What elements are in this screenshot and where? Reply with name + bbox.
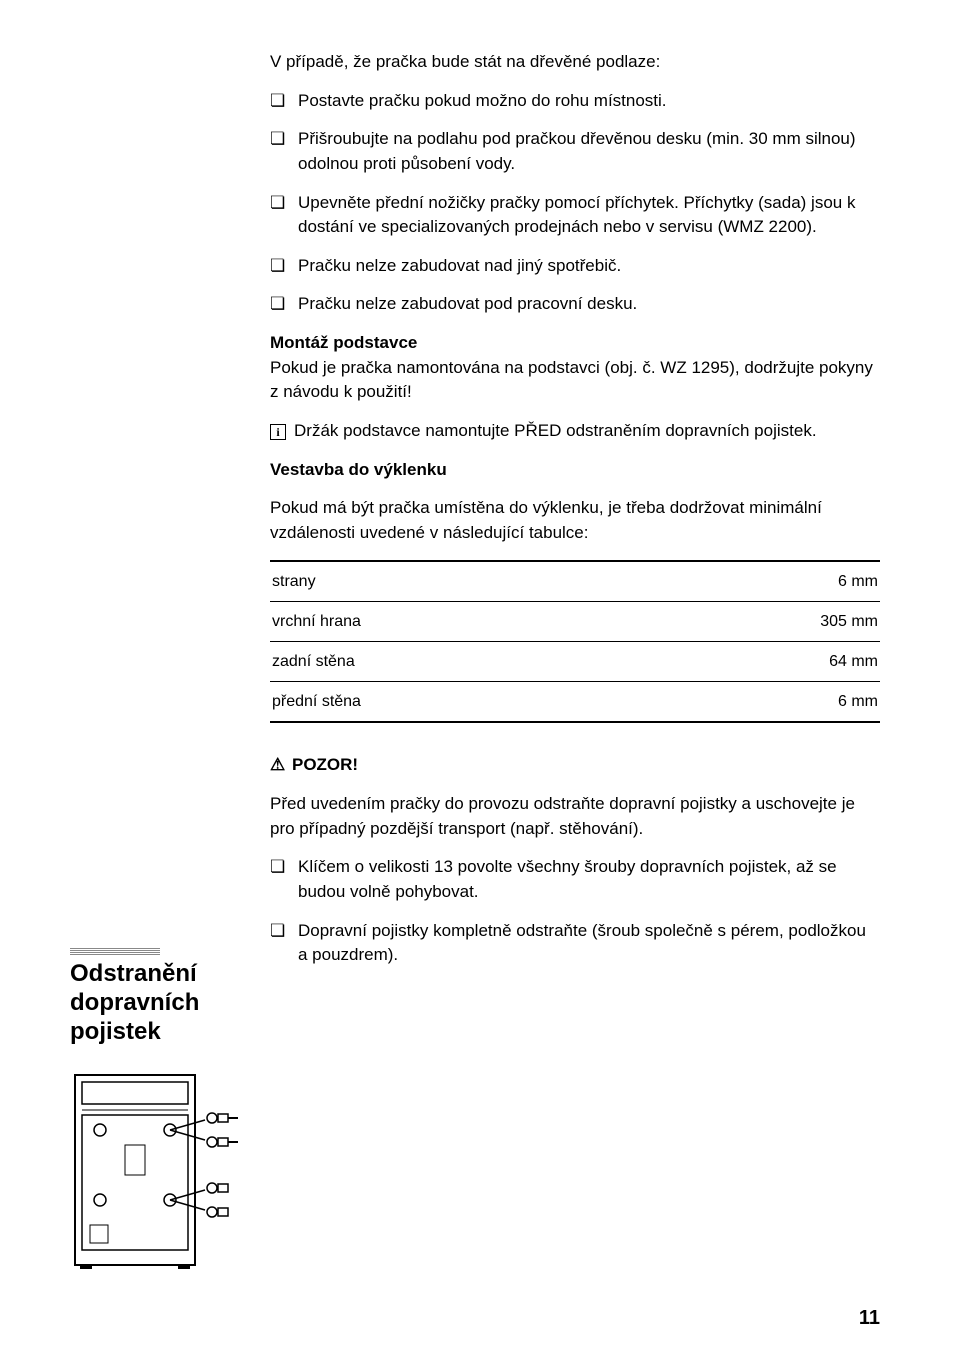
- section-title: Odstranění dopravních pojistek: [70, 960, 260, 1046]
- warning-icon: ⚠: [270, 753, 285, 778]
- montaz-block: Montáž podstavce Pokud je pračka namonto…: [270, 331, 880, 405]
- bullet-item: Přišroubujte na podlahu pod pračkou dřev…: [270, 127, 880, 176]
- vestavba-text: Pokud má být pračka umístěna do výklenku…: [270, 496, 880, 545]
- table-cell-label: zadní stěna: [270, 641, 636, 681]
- bullet-item: Dopravní pojistky kompletně odstraňte (š…: [270, 919, 880, 968]
- table-cell-value: 305 mm: [636, 601, 880, 641]
- bullet-item: Upevněte přední nožičky pračky pomocí př…: [270, 191, 880, 240]
- section-title-underline: [70, 948, 160, 955]
- table-row: přední stěna 6 mm: [270, 682, 880, 723]
- warning-heading: ⚠ POZOR!: [270, 753, 880, 778]
- clearance-table: strany 6 mm vrchní hrana 305 mm zadní st…: [270, 560, 880, 724]
- table-row: vrchní hrana 305 mm: [270, 601, 880, 641]
- table-row: strany 6 mm: [270, 561, 880, 602]
- vestavba-heading: Vestavba do výklenku: [270, 458, 880, 483]
- intro-text: V případě, že pračka bude stát na dřevěn…: [270, 50, 880, 75]
- info-icon: i: [270, 424, 286, 440]
- table-cell-label: vrchní hrana: [270, 601, 636, 641]
- table-cell-label: strany: [270, 561, 636, 602]
- table-cell-value: 6 mm: [636, 561, 880, 602]
- table-cell-value: 6 mm: [636, 682, 880, 723]
- montaz-text: Pokud je pračka namontována na podstavci…: [270, 358, 873, 402]
- page-number: 11: [859, 1307, 880, 1330]
- montaz-heading: Montáž podstavce: [270, 333, 417, 352]
- table-row: zadní stěna 64 mm: [270, 641, 880, 681]
- bullet-item: Pračku nelze zabudovat nad jiný spotřebi…: [270, 254, 880, 279]
- bullet-item: Klíčem o velikosti 13 povolte všechny šr…: [270, 855, 880, 904]
- table-cell-value: 64 mm: [636, 641, 880, 681]
- washer-diagram: [70, 1070, 240, 1270]
- warning-label: POZOR!: [292, 755, 358, 774]
- info-note-text: Držák podstavce namontujte PŘED odstraně…: [294, 421, 817, 440]
- info-note: i Držák podstavce namontujte PŘED odstran…: [270, 419, 880, 444]
- warning-text: Před uvedením pračky do provozu odstraňt…: [270, 792, 880, 841]
- bullet-item: Pračku nelze zabudovat pod pracovní desk…: [270, 292, 880, 317]
- table-cell-label: přední stěna: [270, 682, 636, 723]
- bullet-item: Postavte pračku pokud možno do rohu míst…: [270, 89, 880, 114]
